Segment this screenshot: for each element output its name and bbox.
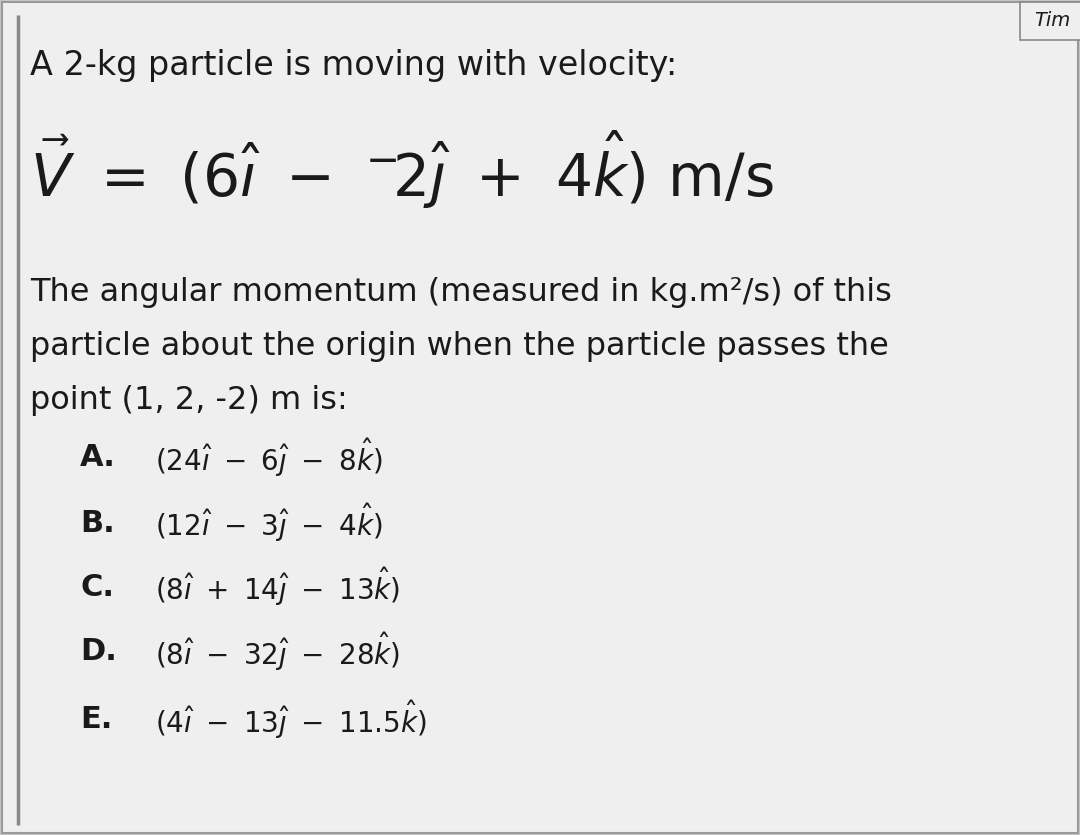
Text: particle about the origin when the particle passes the: particle about the origin when the parti…: [30, 331, 889, 362]
FancyBboxPatch shape: [1020, 2, 1080, 40]
Text: $\vec{V}\ =\ (6\hat{\imath}\ -\ {}^{-}\!2\hat{\jmath}\ +\ 4\hat{k})\ \mathrm{m/s: $\vec{V}\ =\ (6\hat{\imath}\ -\ {}^{-}\!…: [30, 129, 773, 211]
Text: $(4\hat{\imath}\ -\ 13\hat{\jmath}\ -\ 11.5\hat{k})$: $(4\hat{\imath}\ -\ 13\hat{\jmath}\ -\ 1…: [156, 699, 427, 741]
Text: $(12\hat{\imath}\ -\ 3\hat{\jmath}\ -\ 4\hat{k})$: $(12\hat{\imath}\ -\ 3\hat{\jmath}\ -\ 4…: [156, 502, 382, 544]
Text: D.: D.: [80, 637, 117, 666]
Text: $(8\hat{\imath}\ +\ 14\hat{\jmath}\ -\ 13\hat{k})$: $(8\hat{\imath}\ +\ 14\hat{\jmath}\ -\ 1…: [156, 565, 400, 609]
Text: E.: E.: [80, 706, 112, 735]
Text: A 2-kg particle is moving with velocity:: A 2-kg particle is moving with velocity:: [30, 48, 677, 82]
Text: B.: B.: [80, 509, 114, 538]
Text: $(8\hat{\imath}\ -\ 32\hat{\jmath}\ -\ 28\hat{k})$: $(8\hat{\imath}\ -\ 32\hat{\jmath}\ -\ 2…: [156, 630, 400, 674]
Text: point (1, 2, -2) m is:: point (1, 2, -2) m is:: [30, 384, 348, 416]
Text: $(24\hat{\imath}\ -\ 6\hat{\jmath}\ -\ 8\hat{k})$: $(24\hat{\imath}\ -\ 6\hat{\jmath}\ -\ 8…: [156, 437, 382, 479]
Text: Tim: Tim: [1034, 12, 1070, 31]
Text: C.: C.: [80, 573, 114, 601]
Text: A.: A.: [80, 443, 116, 473]
Text: The angular momentum (measured in kg.m²/s) of this: The angular momentum (measured in kg.m²/…: [30, 276, 892, 307]
